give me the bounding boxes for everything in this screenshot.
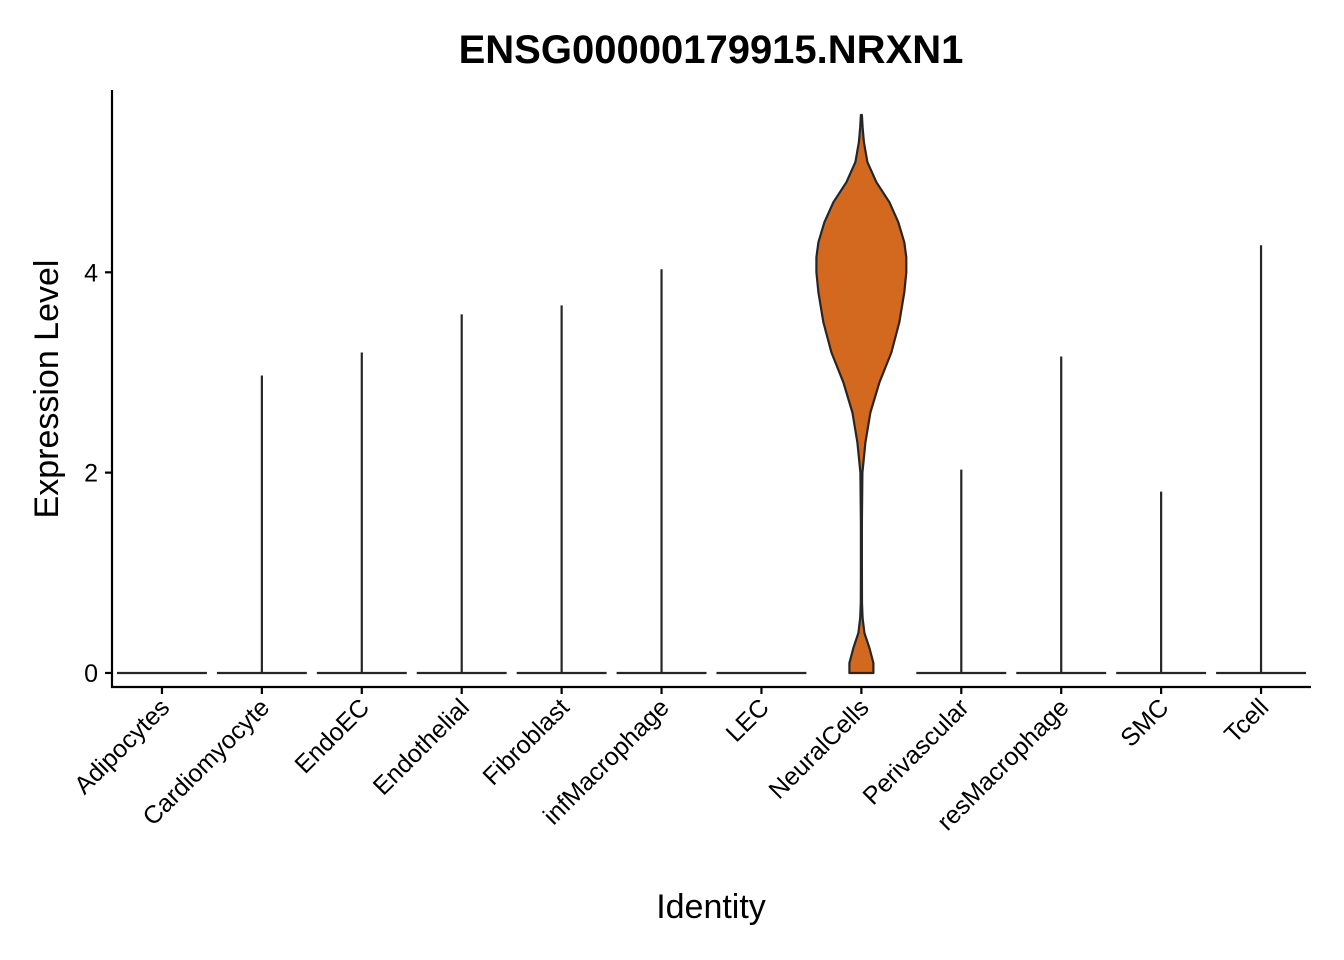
y-tick-label: 4	[84, 259, 98, 287]
y-tick-label: 0	[84, 660, 98, 688]
x-tick-label: SMC	[1115, 693, 1174, 752]
y-ticks: 0 2 4	[84, 259, 112, 688]
y-tick-label: 2	[84, 460, 98, 488]
x-tick-label: Tcell	[1219, 693, 1274, 748]
x-tick-label: LEC	[721, 693, 775, 747]
violin-neuralcells	[815, 113, 908, 675]
y-axis-title: Expression Level	[28, 260, 66, 519]
x-tick-label: Endothelial	[368, 693, 475, 800]
x-axis-title: Identity	[656, 888, 766, 926]
x-tick-label: Fibroblast	[477, 693, 574, 790]
violins	[116, 113, 1307, 675]
x-tick-label: Adipocytes	[69, 693, 175, 799]
x-tick-label: NeuralCells	[763, 693, 874, 804]
chart-title: ENSG00000179915.NRXN1	[459, 28, 964, 72]
x-tick-label: EndoEC	[289, 693, 375, 779]
